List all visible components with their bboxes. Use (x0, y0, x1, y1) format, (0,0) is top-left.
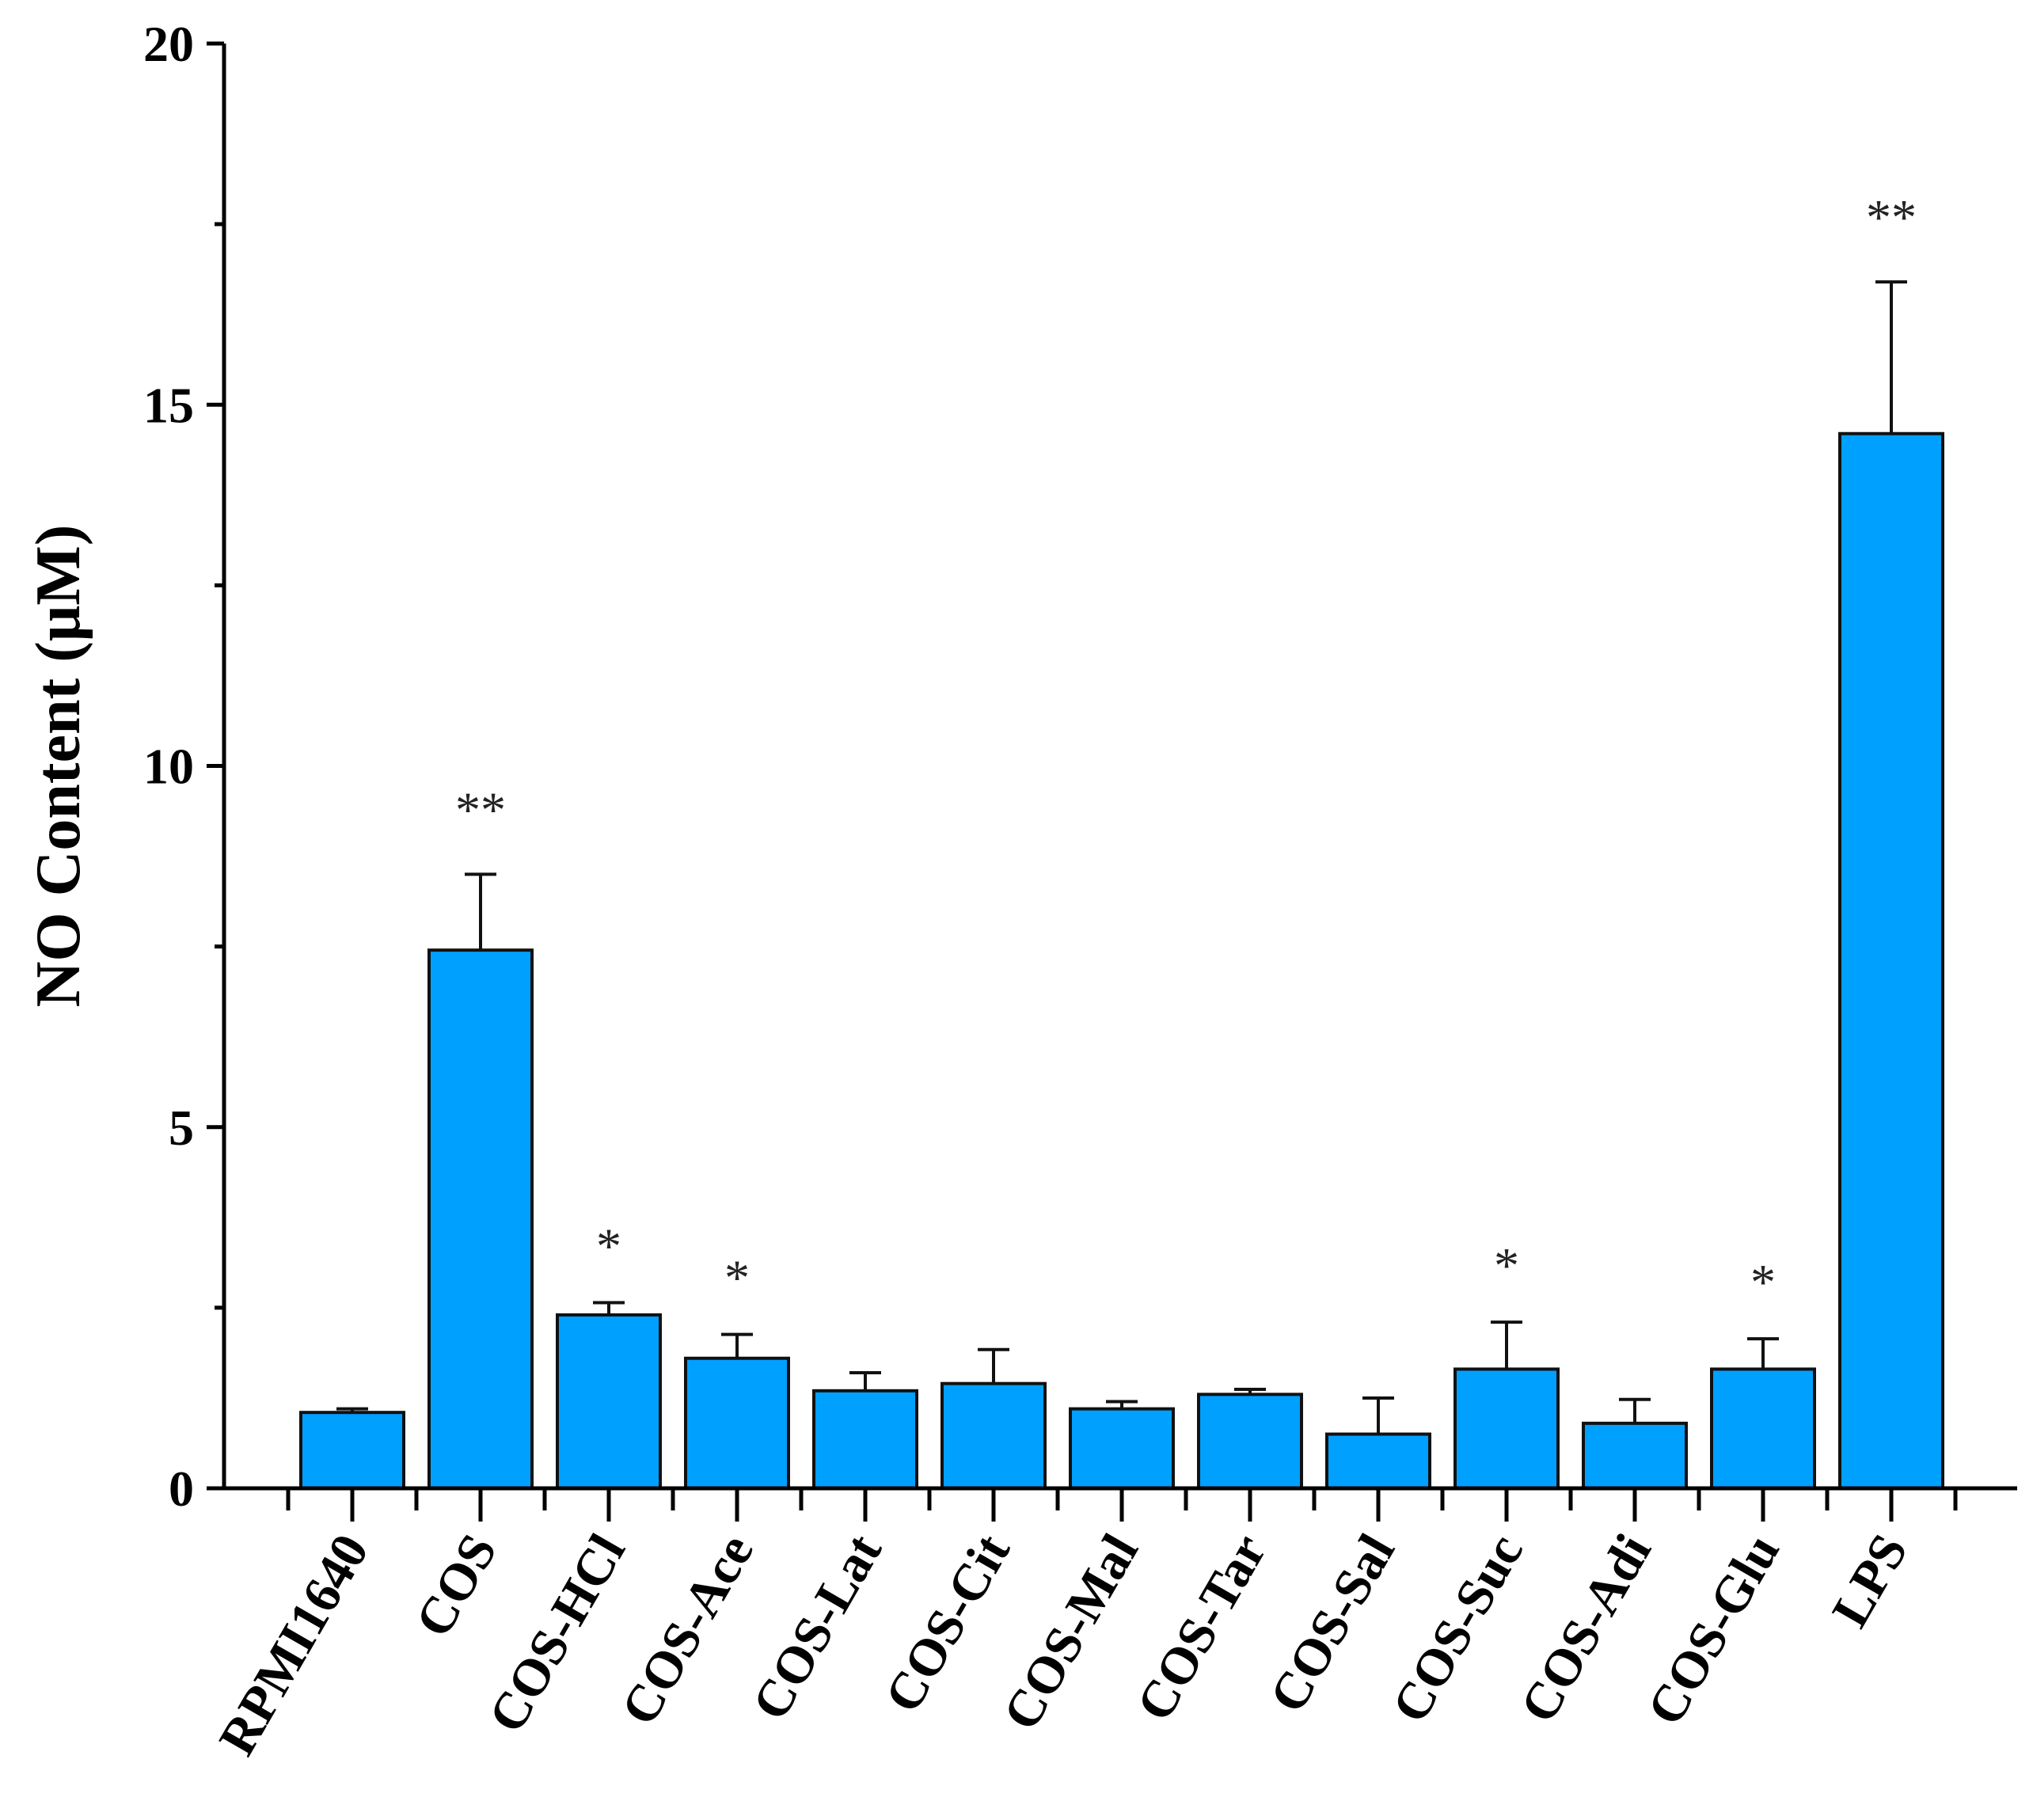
bar-cos-lat (812, 1389, 918, 1490)
significance-marker: * (596, 1218, 621, 1274)
bar-lps (1838, 431, 1944, 1490)
bar-cos-mal (1069, 1407, 1175, 1490)
bar-cos (428, 948, 534, 1490)
bar-cos-ace (684, 1356, 790, 1490)
bar-cos-adi (1582, 1421, 1688, 1490)
y-tick-label: 5 (169, 1100, 194, 1156)
y-tick-label: 15 (143, 377, 194, 433)
significance-marker: * (724, 1250, 750, 1306)
x-tick-label: COS-Lat (741, 1525, 893, 1730)
x-tick-label: LPS (1821, 1525, 1919, 1636)
y-axis-ticks: 0 5 10 15 20 (143, 16, 224, 1517)
x-tick-label: COS-Sal (1259, 1525, 1406, 1722)
bars-group (299, 431, 1944, 1490)
y-tick-label: 20 (143, 16, 194, 72)
significance-markers: **** * *** (455, 189, 1917, 1310)
bar-cos-cit (940, 1381, 1047, 1490)
significance-marker: * (1750, 1254, 1776, 1310)
bar-cos-tar (1197, 1393, 1303, 1490)
y-tick-label: 10 (143, 739, 194, 795)
axes (222, 44, 2017, 1491)
y-tick-label: 0 (169, 1461, 194, 1517)
x-tick-label: RPMI1640 (208, 1525, 380, 1765)
y-axis-label: NO Content (μM) (24, 525, 93, 1008)
x-tick-label: COS-Tar (1126, 1525, 1278, 1731)
x-tick-label: COS-Cit (874, 1525, 1021, 1722)
significance-marker: ** (455, 781, 506, 838)
x-tick-label: COS (405, 1525, 508, 1647)
bar-cos-hcl (556, 1313, 662, 1490)
bar-rpmi1640 (299, 1411, 405, 1490)
bar-cos-sal (1325, 1432, 1431, 1490)
x-axis-ticks: RPMI1640 COSCOS-HClCOS-AceCOS-LatCOS-CitC… (208, 1488, 1958, 1765)
error-bars-group (336, 280, 1907, 1434)
significance-marker: ** (1866, 189, 1917, 245)
bar-cos-suc (1454, 1367, 1560, 1490)
bar-cos-glu (1710, 1367, 1816, 1490)
significance-marker: * (1494, 1237, 1519, 1294)
